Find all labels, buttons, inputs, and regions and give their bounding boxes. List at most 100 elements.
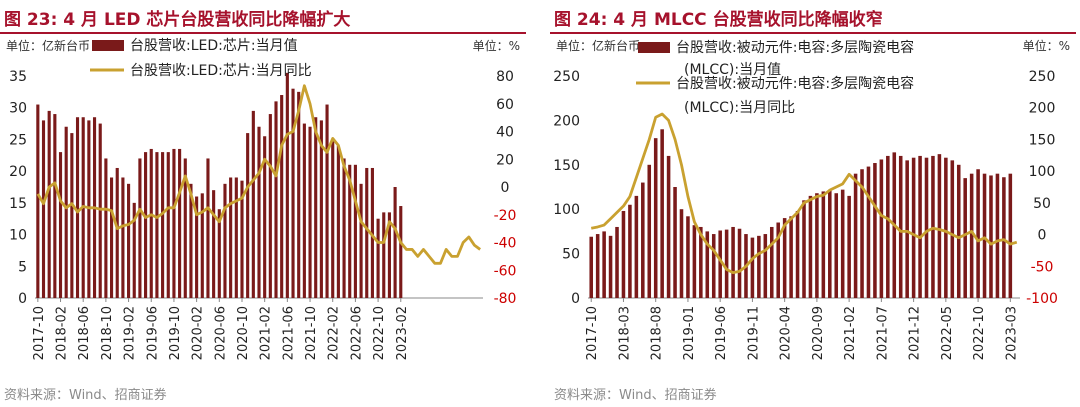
y2-tick-label: 80	[496, 69, 514, 85]
y2-tick-label: 40	[496, 125, 514, 141]
bar	[976, 169, 980, 298]
legend-label: (MLCC):当月值	[684, 62, 781, 78]
x-tick-label: 2022-06	[349, 306, 364, 360]
bar	[686, 216, 690, 298]
x-tick-label: 2021-02	[843, 306, 858, 360]
bar	[64, 126, 68, 299]
bar	[212, 190, 216, 298]
bar	[660, 129, 664, 298]
y-tick-label: 15	[9, 196, 27, 212]
y-tick-label: 150	[553, 158, 580, 174]
title-rule	[550, 32, 1076, 34]
bar	[653, 138, 658, 298]
bar	[200, 193, 204, 298]
x-tick-label: 2019-11	[746, 306, 761, 360]
bar	[963, 178, 967, 298]
bar	[115, 167, 119, 298]
bar	[795, 210, 800, 298]
bar	[359, 183, 363, 298]
y-tick-label: 0	[571, 291, 580, 307]
x-tick-label: 2020-06	[213, 306, 228, 360]
bar	[382, 212, 386, 298]
bar	[886, 155, 890, 298]
bar	[240, 180, 244, 298]
x-tick-label: 2022-05	[940, 306, 955, 360]
y-tick-label: 25	[9, 132, 27, 148]
y2-tick-label: -100	[1026, 291, 1058, 307]
bar	[853, 173, 858, 298]
x-tick-label: 2021-10	[304, 306, 319, 360]
bar	[937, 154, 942, 298]
bar	[144, 152, 148, 298]
bar	[647, 164, 652, 298]
legend-swatch-bar	[638, 42, 670, 53]
bar	[737, 228, 742, 298]
y2-tick-label: 250	[1029, 69, 1056, 85]
bar	[705, 231, 710, 298]
y-tick-label: 0	[18, 291, 27, 307]
x-tick-label: 2019-10	[168, 306, 183, 360]
bar	[280, 95, 284, 298]
x-tick-label: 2020-04	[779, 306, 794, 360]
bar	[229, 177, 233, 298]
y-tick-label: 5	[18, 259, 27, 275]
bar	[365, 167, 369, 298]
bar	[393, 187, 397, 298]
bar	[161, 152, 165, 298]
bar	[98, 123, 102, 298]
x-tick-label: 2020-10	[236, 306, 251, 360]
bar	[223, 183, 227, 298]
legend-label: 台股营收:被动元件:电容:多层陶瓷电容	[676, 39, 914, 56]
bar	[75, 117, 80, 298]
bar	[291, 88, 295, 298]
bar	[628, 204, 632, 298]
y2-tick-label: -40	[494, 236, 517, 252]
bar	[879, 159, 884, 298]
bar	[989, 175, 993, 298]
legend-swatch-bar	[92, 40, 124, 51]
bar	[750, 237, 755, 298]
bar	[815, 193, 819, 298]
y2-tick-label: -80	[494, 291, 517, 307]
x-tick-label: 2021-02	[259, 306, 274, 360]
bar	[924, 157, 929, 298]
bar	[731, 226, 735, 298]
bar	[918, 155, 922, 298]
bar	[718, 230, 722, 298]
series-line	[36, 84, 481, 265]
source-note: 资料来源：Wind、招商证券	[554, 388, 717, 403]
x-tick-label: 2022-10	[972, 306, 987, 360]
bar	[828, 189, 832, 298]
bar	[866, 166, 871, 298]
bar	[944, 157, 948, 298]
bar	[149, 148, 153, 298]
bar	[763, 234, 768, 298]
bar	[956, 164, 961, 298]
x-tick-label: 2019-01	[682, 306, 697, 360]
bar	[776, 222, 780, 298]
bar	[711, 234, 716, 298]
bar	[104, 158, 108, 298]
series-line	[590, 112, 1018, 275]
y-tick-label: 20	[9, 164, 27, 180]
bar	[808, 195, 813, 298]
bar	[110, 177, 114, 298]
bar	[789, 216, 793, 298]
legend-label: 台股营收:LED:芯片:当月同比	[130, 63, 312, 79]
chart-panel-led: 图 23: 4 月 LED 芯片台股营收同比降幅扩大 单位：亿新台币 单位：% 0 5…	[0, 0, 530, 407]
right-unit-label: 单位：%	[473, 38, 520, 53]
y2-tick-label: 0	[501, 180, 510, 196]
bar	[348, 164, 352, 298]
bar	[53, 114, 57, 298]
bar	[1008, 173, 1013, 298]
y2-tick-label: 200	[1029, 101, 1056, 117]
y2-tick-label: -60	[494, 263, 517, 279]
x-tick-label: 2019-02	[123, 306, 138, 360]
bar	[325, 104, 329, 298]
bar	[370, 167, 374, 298]
x-tick-label: 2018-06	[77, 306, 92, 360]
y2-tick-label: 0	[1038, 228, 1047, 244]
y-tick-label: 200	[553, 113, 580, 129]
x-tick-label: 2020-02	[191, 306, 206, 360]
bar	[155, 152, 159, 298]
